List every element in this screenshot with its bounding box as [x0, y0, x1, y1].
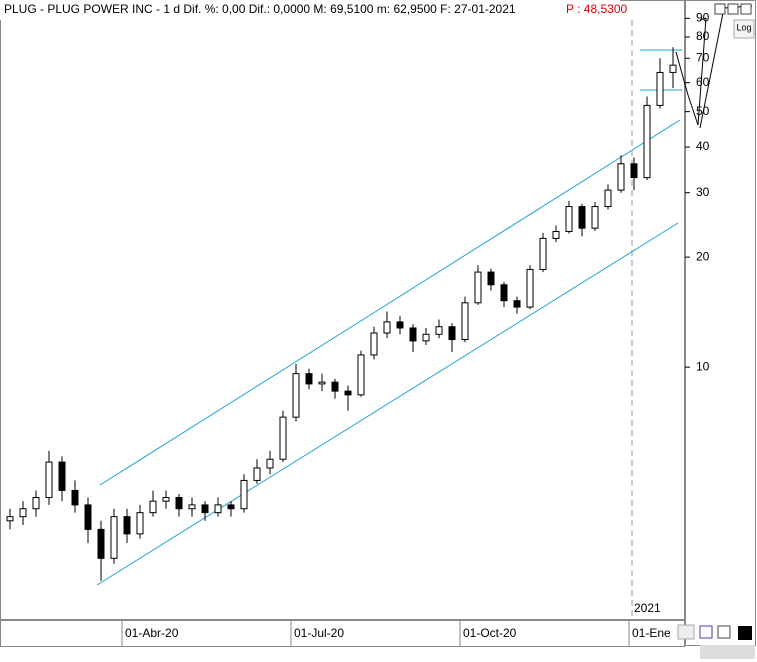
- candle-body: [110, 516, 118, 559]
- candle-body: [409, 327, 417, 342]
- candle-body: [474, 271, 482, 304]
- icon-pin[interactable]: [717, 625, 731, 639]
- candle-body: [214, 504, 222, 514]
- x-tick-label: 01-Abr-20: [125, 626, 179, 640]
- x-tick-label: 01-Jul-20: [294, 626, 344, 640]
- y-tick-label: 90: [696, 10, 710, 24]
- candle-body: [565, 206, 573, 233]
- last-price: P : 48,5300: [566, 2, 627, 16]
- candle-body: [318, 381, 326, 385]
- candle-body: [240, 479, 248, 510]
- chart-title: PLUG - PLUG POWER INC - 1 d Dif. %: 0,00…: [4, 2, 516, 16]
- candle-body: [643, 104, 651, 179]
- candle-body: [604, 189, 612, 208]
- candle-body: [227, 504, 235, 510]
- scroll-bar[interactable]: [700, 645, 755, 659]
- candle-body: [630, 163, 638, 179]
- candle-body: [591, 206, 599, 229]
- x-tick-label: 01-Ene: [632, 626, 671, 640]
- candle-body: [617, 163, 625, 191]
- candle-body: [305, 373, 313, 385]
- candle-body: [97, 528, 105, 559]
- candle-body: [188, 504, 196, 510]
- y-tick-label: 20: [696, 249, 710, 263]
- candle-body: [84, 504, 92, 530]
- candle-body: [513, 300, 521, 308]
- candle-body: [32, 497, 40, 510]
- candle-body: [656, 71, 664, 106]
- candle-body: [448, 326, 456, 341]
- candle-body: [500, 284, 508, 302]
- candle-body: [669, 64, 677, 73]
- candle-body: [175, 497, 183, 510]
- candle-body: [461, 302, 469, 341]
- candle-body: [344, 390, 352, 396]
- x-tick-label: 01-Oct-20: [463, 626, 517, 640]
- candle-body: [19, 508, 27, 518]
- candle-body: [539, 237, 547, 270]
- x-axis-panel: [0, 620, 685, 647]
- candle-body: [396, 321, 404, 329]
- window-controls[interactable]: [714, 3, 752, 15]
- candle-body: [253, 467, 261, 481]
- channel-upper: [99, 119, 681, 486]
- candle-body: [136, 512, 144, 535]
- candle-body: [552, 231, 560, 239]
- candle-body: [71, 489, 79, 506]
- candle-body: [123, 516, 131, 535]
- y-tick-label: 60: [696, 75, 710, 89]
- year-label: 2021: [634, 601, 661, 615]
- y-axis-panel: [685, 0, 756, 646]
- candle-body: [201, 504, 209, 514]
- candle-body: [526, 268, 534, 308]
- icon-color[interactable]: [738, 626, 752, 640]
- y-tick-label: 80: [696, 29, 710, 43]
- y-tick-label: 40: [696, 139, 710, 153]
- arrow-drawings: [675, 5, 753, 129]
- icon-save[interactable]: [699, 625, 713, 639]
- log-button-label[interactable]: Log: [736, 22, 751, 32]
- candle-body: [149, 500, 157, 514]
- y-tick-label: 50: [696, 104, 710, 118]
- candle-body: [266, 458, 274, 469]
- y-tick-label: 10: [696, 359, 710, 373]
- candle-body: [6, 516, 14, 522]
- candle-body: [279, 416, 287, 460]
- candle-body: [45, 461, 53, 499]
- log-button[interactable]: [733, 19, 755, 39]
- channel-lower: [96, 222, 679, 586]
- header-bg: [0, 0, 620, 20]
- candle-body: [58, 461, 66, 491]
- icon-chart[interactable]: [677, 624, 695, 640]
- candle-body: [357, 354, 365, 396]
- y-tick-label: 30: [696, 185, 710, 199]
- candle-body: [370, 332, 378, 356]
- candle-body: [435, 326, 443, 335]
- candle-body: [162, 497, 170, 502]
- candle-body: [383, 321, 391, 334]
- candle-body: [292, 373, 300, 418]
- candle-body: [578, 206, 586, 229]
- candle-body: [331, 381, 339, 392]
- y-tick-label: 70: [696, 50, 710, 64]
- candle-body: [422, 333, 430, 342]
- candle-body: [487, 271, 495, 286]
